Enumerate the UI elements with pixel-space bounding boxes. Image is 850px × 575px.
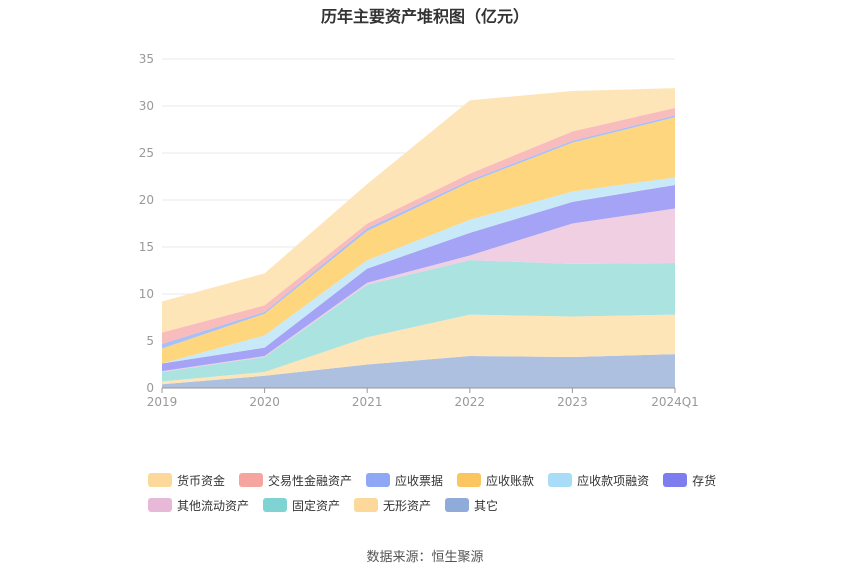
legend-swatch (445, 498, 470, 512)
axis-layer: 0 5 10 15 20 25 30 35 2019 2020 2021 2022 2023 2024Q1 (139, 52, 699, 409)
area-series-存货 (162, 184, 675, 372)
area-series-货币资金 (162, 88, 675, 333)
legend-item[interactable]: 其他流动资产 (148, 497, 249, 513)
legend-label: 应收款项融资 (577, 473, 650, 488)
y-tick-label: 25 (139, 146, 154, 160)
legend-item[interactable]: 货币资金 (148, 472, 225, 488)
legend-item[interactable]: 存货 (663, 472, 716, 488)
x-tick-label: 2019 (147, 395, 178, 409)
area-series-其他流动资产 (162, 208, 675, 373)
y-tick-label: 10 (139, 287, 154, 301)
legend-swatch (663, 473, 688, 487)
legend-item[interactable]: 固定资产 (263, 497, 340, 513)
legend-item[interactable]: 其它 (445, 497, 498, 513)
y-tick-label: 0 (146, 381, 154, 395)
legend-label: 货币资金 (177, 473, 226, 488)
legend: 货币资金 交易性金融资产 应收票据 应收账款 应收款项融资 存货其他流动资产 固定资产 无形资… (148, 472, 748, 513)
legend-swatch (366, 473, 391, 487)
area-series-固定资产 (162, 260, 675, 382)
chart-title: 历年主要资产堆积图（亿元） (320, 7, 529, 26)
legend-item[interactable]: 交易性金融资产 (239, 472, 352, 488)
x-tick-label: 2021 (352, 395, 383, 409)
legend-item[interactable]: 应收账款 (457, 472, 534, 488)
legend-label: 其它 (474, 498, 499, 513)
stacked-area-chart: 0 5 10 15 20 25 30 35 2019 2020 2021 2022 2023 2024Q1 (139, 52, 699, 409)
area-layer (162, 88, 675, 388)
legend-swatch (263, 498, 288, 512)
y-tick-label: 15 (139, 240, 154, 254)
area-series-其它 (162, 354, 675, 388)
y-tick-label: 20 (139, 193, 154, 207)
legend-label: 固定资产 (292, 498, 341, 513)
legend-item[interactable]: 应收款项融资 (548, 472, 649, 488)
legend-swatch (457, 473, 482, 487)
area-series-无形资产 (162, 314, 675, 385)
legend-swatch (354, 498, 379, 512)
area-series-交易性金融资产 (162, 107, 675, 344)
legend-swatch (148, 498, 172, 512)
legend-swatch (148, 473, 172, 487)
legend-swatch (548, 473, 573, 487)
x-tick-label: 2022 (455, 395, 486, 409)
legend-item[interactable]: 应收票据 (366, 472, 443, 488)
y-tick-label: 5 (146, 334, 154, 348)
legend-label: 应收账款 (486, 473, 535, 488)
legend-item[interactable]: 无形资产 (354, 497, 431, 513)
legend-label: 存货 (692, 473, 717, 488)
legend-label: 交易性金融资产 (268, 473, 353, 488)
area-series-应收款项融资 (162, 177, 675, 364)
area-series-应收账款 (162, 117, 675, 364)
x-tick-label: 2020 (249, 395, 280, 409)
legend-label: 无形资产 (383, 498, 432, 513)
legend-swatch (239, 473, 264, 487)
legend-label: 应收票据 (395, 473, 444, 488)
legend-label: 其他流动资产 (177, 498, 250, 513)
x-tick-label: 2023 (557, 395, 588, 409)
y-tick-label: 30 (139, 99, 154, 113)
data-source: 数据来源：恒生聚源 (366, 550, 484, 565)
x-tick-label: 2024Q1 (651, 395, 699, 409)
y-tick-label: 35 (139, 52, 154, 66)
